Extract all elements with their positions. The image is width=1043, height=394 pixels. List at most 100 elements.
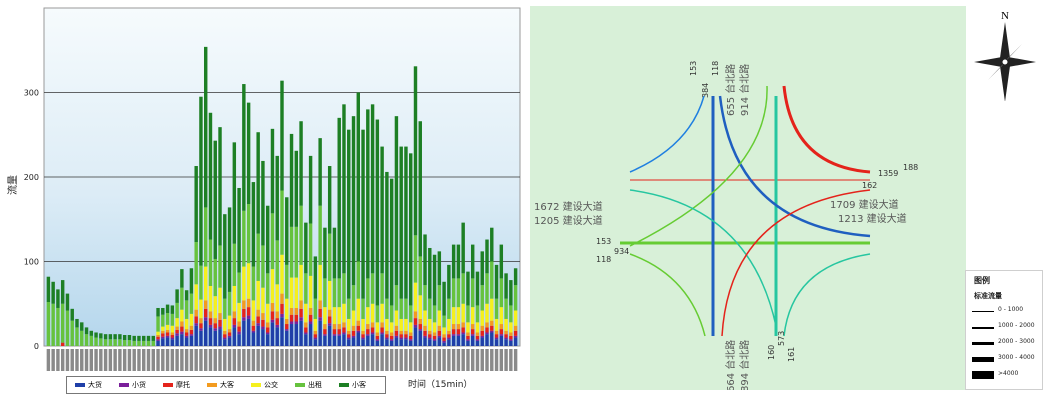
legend-row-label: 0 - 1000 [998, 306, 1024, 313]
bar-segment [380, 273, 384, 304]
south-road-out-label: 664 台北路 [724, 340, 737, 390]
bar-segment [466, 332, 470, 336]
bar-segment [246, 102, 251, 205]
bar-segment [413, 311, 418, 319]
bar-segment [485, 322, 489, 328]
bar-segment [423, 285, 427, 311]
x-tick-label [347, 349, 351, 371]
bar-segment [261, 160, 265, 246]
bar-segment [294, 277, 299, 308]
bar-segment [289, 314, 294, 322]
north-road-in-label: 914 台北路 [738, 64, 751, 116]
bar-segment [509, 305, 513, 323]
bar-segment [161, 336, 165, 339]
bar-segment [261, 313, 265, 320]
bar-segment [308, 314, 313, 322]
bar-segment [318, 308, 322, 318]
bar-segment [418, 318, 422, 325]
bar-segment [170, 335, 175, 338]
x-tick-label [456, 349, 461, 371]
bar-segment [370, 332, 375, 335]
bar-segment [246, 318, 251, 346]
bar-segment [347, 129, 351, 299]
bar-segment [327, 316, 332, 324]
bar-segment [103, 339, 108, 346]
bar-segment [409, 339, 413, 341]
bar-segment [156, 340, 160, 346]
west-road-in-label: 1205 建设大道 [534, 214, 603, 227]
map-legend: 图例 标准流量 0 - 1000 1000 - 2000 2000 - 3000… [965, 270, 1043, 390]
x-tick-label [151, 349, 155, 371]
bar-segment [323, 278, 327, 308]
bar-segment [490, 298, 494, 321]
bar-segment [413, 282, 418, 312]
bar-segment [204, 207, 208, 267]
bar-segment [356, 92, 360, 262]
legend-label: 小货 [132, 381, 146, 389]
bar-segment [218, 313, 222, 320]
bar-segment [342, 332, 346, 335]
bar-segment [356, 320, 360, 326]
bar-segment [370, 273, 375, 304]
legend-row-label: 1000 - 2000 [998, 322, 1035, 329]
x-tick-label [80, 349, 84, 371]
y-tick-label: 100 [24, 258, 39, 267]
bar-segment [308, 321, 313, 325]
x-tick-label [389, 349, 394, 371]
bar-segment [265, 303, 270, 323]
bar-segment [261, 245, 265, 288]
bar-segment [237, 331, 241, 335]
legend-row-label: >4000 [998, 370, 1019, 377]
turn-ne-green [629, 85, 768, 247]
x-tick-label [299, 349, 303, 371]
bar-segment [327, 325, 332, 346]
bar-segment [299, 320, 303, 346]
bar-segment [351, 310, 356, 326]
bar-segment [270, 269, 275, 303]
bar-segment [361, 318, 365, 331]
legend-item: 小货 [119, 380, 146, 390]
bar-segment [323, 335, 327, 346]
bar-segment [466, 340, 470, 346]
bar-segment [232, 324, 237, 328]
bar-segment [237, 187, 241, 273]
flow-s2: 573 [777, 331, 786, 346]
bar-segment [385, 337, 389, 340]
x-tick-label [213, 349, 217, 371]
x-tick-label [475, 349, 480, 371]
bar-segment [475, 335, 480, 340]
bar-segment [223, 330, 227, 335]
bar-segment [56, 289, 60, 308]
x-tick-label [332, 349, 337, 371]
bar-segment [509, 335, 513, 340]
x-tick-label [385, 349, 389, 371]
bar-segment [466, 305, 470, 323]
bar-segment [413, 318, 418, 325]
bar-segment [194, 284, 198, 310]
bar-segment [232, 311, 237, 319]
bar-segment [490, 330, 494, 333]
bar-segment [165, 329, 170, 333]
x-tick-label [223, 349, 227, 371]
bar-segment [409, 332, 413, 336]
bar-segment [432, 340, 437, 346]
bar-segment [332, 324, 337, 330]
bar-segment [313, 337, 318, 340]
bar-segment [389, 332, 394, 336]
bar-segment [108, 339, 113, 346]
x-tick-label [499, 349, 504, 371]
x-tick-label [132, 349, 136, 371]
x-tick-label [461, 349, 465, 371]
x-tick-label [318, 349, 322, 371]
bar-segment [432, 339, 437, 341]
bar-segment [89, 335, 94, 346]
bar-segment [361, 334, 365, 338]
bar-segment [246, 263, 251, 299]
bar-segment [370, 104, 375, 274]
bar-segment [356, 325, 360, 331]
bar-segment [175, 333, 179, 336]
bar-segment [351, 335, 356, 338]
bar-segment [480, 310, 484, 326]
bar-segment [475, 271, 480, 306]
compass-east-point [1005, 57, 1036, 67]
